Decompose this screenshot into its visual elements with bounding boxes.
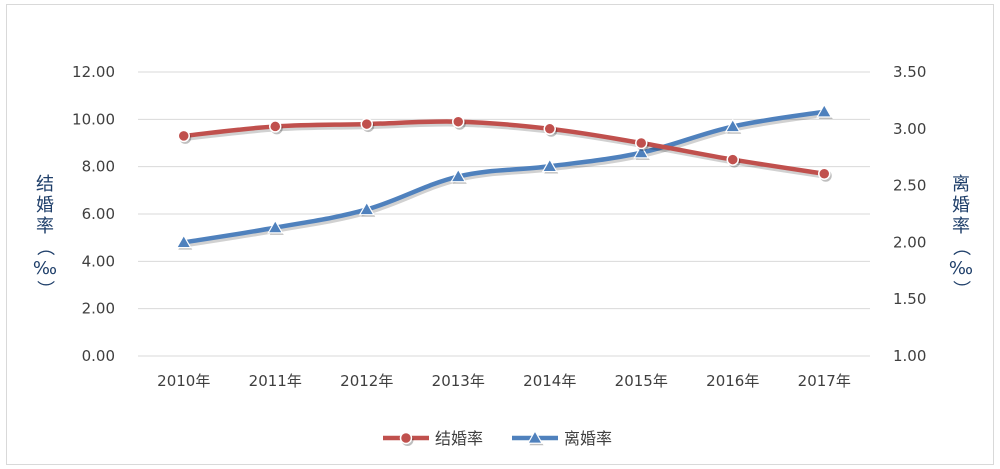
- left-tick-label: 0.00: [82, 347, 115, 365]
- right-axis-ticks: 1.00 1.50 2.00 2.50 3.00 3.50: [893, 63, 926, 365]
- data-point: [452, 115, 465, 128]
- x-tick-label: 2013年: [432, 372, 485, 390]
- right-tick-label: 2.00: [893, 233, 926, 251]
- left-axis-title-char: 结: [36, 174, 54, 195]
- x-tick-label: 2015年: [615, 372, 668, 390]
- data-point: [267, 219, 284, 234]
- right-axis-title-char: 率: [952, 216, 970, 237]
- right-axis-title-char: ）: [950, 280, 971, 298]
- right-tick-label: 3.00: [893, 120, 926, 138]
- gridlines: [138, 71, 870, 357]
- legend-label: 结婚率: [435, 429, 483, 448]
- left-axis-title-char: 婚: [36, 195, 54, 216]
- x-tick-label: 2010年: [157, 372, 210, 390]
- right-tick-label: 3.50: [893, 63, 926, 81]
- left-axis-title-char: 率: [36, 216, 54, 237]
- data-point: [450, 168, 467, 183]
- series-lines: [175, 103, 833, 250]
- legend-label: 离婚率: [564, 429, 612, 448]
- data-point: [543, 122, 556, 136]
- chart-frame: [6, 4, 994, 465]
- x-tick-label: 2016年: [706, 372, 759, 390]
- series-line: [181, 119, 827, 177]
- x-tick-label: 2011年: [249, 372, 302, 390]
- right-tick-label: 2.50: [893, 177, 926, 195]
- data-point: [175, 234, 192, 249]
- right-axis-title: 离婚率（ ‰）: [949, 174, 973, 298]
- data-point: [177, 129, 190, 143]
- left-tick-label: 4.00: [82, 252, 115, 270]
- series-line-shadow: [184, 111, 827, 248]
- left-tick-label: 12.00: [72, 63, 115, 81]
- left-axis-title: 结婚率（ ‰）: [33, 174, 57, 298]
- data-point: [269, 120, 282, 133]
- right-tick-label: 1.00: [893, 347, 926, 365]
- legend-marker: [399, 431, 413, 445]
- data-point: [816, 103, 833, 118]
- right-tick-label: 1.50: [893, 290, 926, 308]
- left-tick-label: 8.00: [82, 158, 115, 176]
- data-point: [360, 117, 373, 131]
- x-tick-label: 2012年: [340, 372, 393, 390]
- right-axis-title-char: 离: [952, 174, 970, 195]
- x-tick-label: 2014年: [523, 372, 576, 390]
- left-axis-title-char: （: [34, 238, 55, 256]
- data-point: [724, 118, 741, 133]
- series-line: [181, 109, 827, 245]
- right-axis-title-char: （: [950, 238, 971, 256]
- data-point: [633, 144, 650, 159]
- data-point: [635, 136, 648, 150]
- data-point: [358, 201, 375, 216]
- data-point: [541, 158, 558, 173]
- legend-marker: [526, 429, 544, 444]
- left-tick-label: 2.00: [82, 300, 115, 318]
- data-point: [818, 167, 831, 181]
- left-tick-label: 10.00: [72, 110, 115, 128]
- x-tick-label: 2017年: [798, 372, 851, 390]
- left-axis-title-char: ）: [34, 280, 55, 298]
- right-axis-title-char: 婚: [952, 195, 970, 216]
- x-axis-ticks: 2010年 2011年 2012年 2013年 2014年 2015年 2016年 2017年: [157, 372, 851, 390]
- left-tick-label: 6.00: [82, 205, 115, 223]
- left-axis-title-char: ‰: [33, 258, 57, 279]
- left-axis-ticks: 0.00 2.00 4.00 6.00 8.00 10.00 12.00: [72, 63, 115, 365]
- right-axis-title-char: ‰: [949, 258, 973, 279]
- legend: 结婚率 离婚率: [383, 429, 612, 448]
- data-point: [726, 153, 739, 166]
